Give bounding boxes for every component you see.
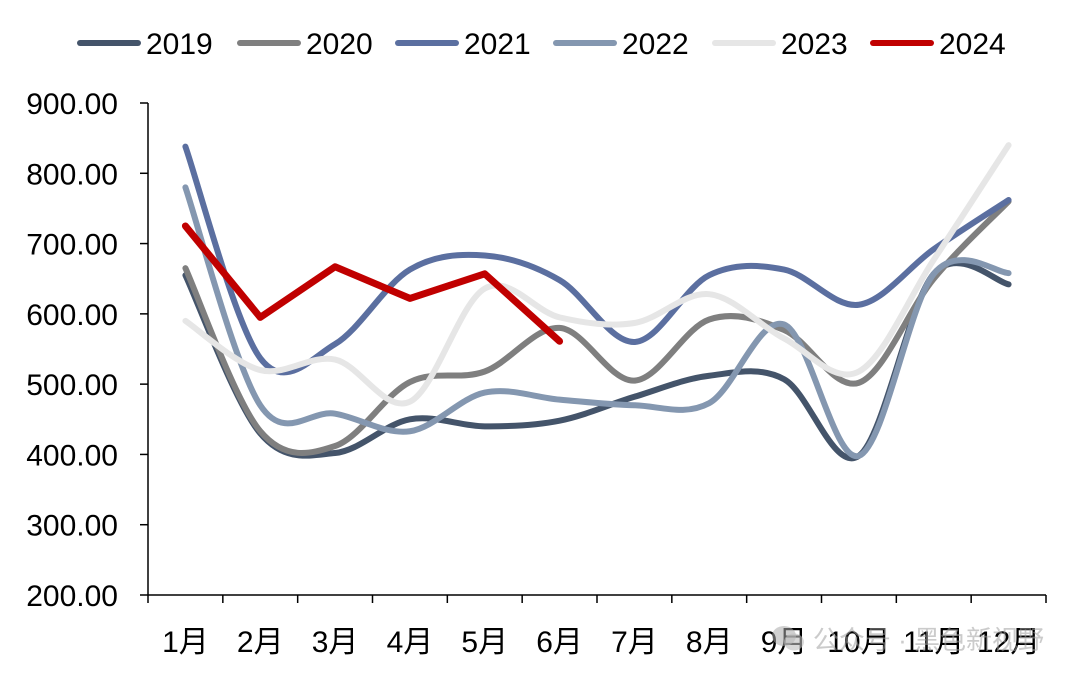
series-line-2020 [182,198,1012,456]
y-tick-label: 500.00 [26,369,118,402]
axes [147,103,1046,596]
watermark-text: 公众号 · 黑色新视野 [812,625,1044,655]
y-tick-label: 700.00 [26,229,118,262]
x-tick-label: 4月 [387,626,434,659]
x-tick-label: 12月 [977,626,1040,659]
legend: 2019 2020 2021 2022 2023 2024 [77,28,1006,61]
legend-label-2021: 2021 [464,28,531,61]
legend-label-2022: 2022 [622,28,689,61]
legend-label-2024: 2024 [939,28,1006,61]
x-tick-label: 7月 [611,626,658,659]
legend-label-2023: 2023 [781,28,848,61]
x-tick-label: 11月 [903,626,964,659]
x-tick-label: 8月 [686,626,733,659]
legend-label-2019: 2019 [146,28,213,61]
series-lines [181,142,1012,462]
series-line-2024 [181,222,564,345]
x-tick-label: 6月 [536,626,583,659]
legend-label-2020: 2020 [306,28,373,61]
x-tick-label: 5月 [461,626,508,659]
watermark: 公众号 · 黑色新视野 [771,620,1044,657]
y-tick-label: 400.00 [26,439,118,472]
y-tick-label: 600.00 [26,299,118,332]
x-tick-label: 2月 [237,626,284,659]
y-tick-label: 300.00 [26,510,118,543]
series-line-2021 [182,143,1012,376]
x-tick-label: 3月 [312,626,359,659]
wechat-icon [771,625,804,650]
x-axis-ticks: 1月2月3月4月5月6月7月8月9月10月11月12月 [147,595,1047,659]
y-tick-label: 800.00 [26,158,118,191]
y-axis-ticks: 200.00 300.00 400.00 500.00 600.00 700.00 800.… [26,88,148,613]
y-tick-label: 200.00 [26,580,118,613]
series-line-2023 [182,142,1012,407]
y-tick-label: 900.00 [26,88,118,121]
x-tick-label: 1月 [162,626,209,659]
series-line-2022 [182,184,1012,459]
x-tick-label: 10月 [827,626,890,659]
